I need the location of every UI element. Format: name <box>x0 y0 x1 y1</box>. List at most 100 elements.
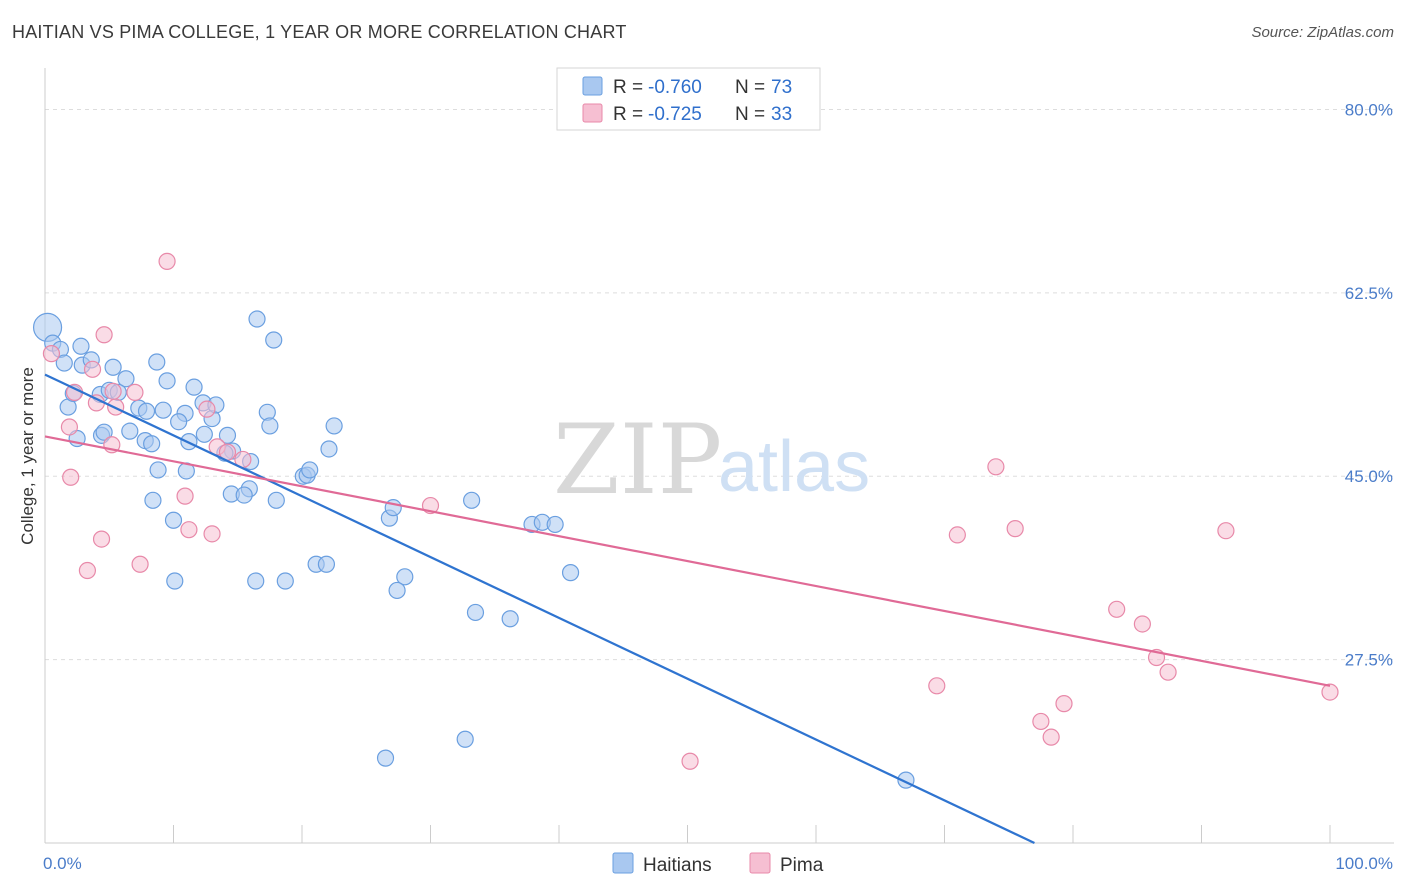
watermark-zip: ZIP <box>553 404 722 516</box>
legend-haitians-r-label: R = <box>613 77 643 98</box>
haitians-point-63 <box>388 581 406 600</box>
bottom-legend-pima-label: Pima <box>780 855 824 876</box>
legend-haitians-swatch <box>582 76 603 96</box>
pima-point-28 <box>1133 615 1151 633</box>
haitians-point-23 <box>121 422 139 440</box>
pima-point-15 <box>176 487 194 505</box>
legend-pima-n-label: N = <box>735 104 765 125</box>
haitians-point-28 <box>195 425 213 443</box>
haitians-point-62 <box>396 568 414 586</box>
legend-pima-r-value: -0.725 <box>648 104 702 125</box>
haitians-point-50 <box>164 511 183 529</box>
haitians-point-36 <box>261 417 279 435</box>
haitians-point-64 <box>561 564 580 582</box>
haitians-point-34 <box>265 331 283 349</box>
pima-point-24 <box>948 526 966 544</box>
pima-point-10 <box>126 383 144 401</box>
haitians-point-37 <box>325 417 343 435</box>
haitians-point-49 <box>144 491 162 509</box>
pima-point-20 <box>131 555 149 573</box>
pima-point-0 <box>42 345 61 363</box>
bottom-legend-haitians-label: Haitians <box>643 855 712 876</box>
pima-point-34 <box>1042 728 1060 746</box>
pima-point-25 <box>1006 520 1024 538</box>
legend-haitians-r-value: -0.760 <box>648 77 702 98</box>
pima-point-2 <box>95 326 113 344</box>
haitians-point-33 <box>248 310 266 328</box>
pima-point-36 <box>1321 683 1339 701</box>
haitians-point-58 <box>247 572 265 590</box>
haitians-point-7 <box>104 358 122 376</box>
haitians-point-56 <box>546 515 564 534</box>
x-tick-label-1: 100.0% <box>1335 854 1393 873</box>
grid-lines <box>45 108 1394 661</box>
y-tick-label-2: 45.0% <box>1345 467 1393 486</box>
haitians-point-71 <box>185 378 203 396</box>
haitians-point-25 <box>143 435 161 453</box>
legend-pima-r-label: R = <box>613 104 643 125</box>
pima-point-7 <box>60 418 79 436</box>
pima-point-31 <box>928 677 946 695</box>
pima-point-8 <box>62 468 80 486</box>
bottom-legend: Haitians Pima <box>612 852 824 876</box>
pima-point-26 <box>1217 522 1235 540</box>
y-tick-label-0: 80.0% <box>1345 100 1393 119</box>
chart-title: HAITIAN VS PIMA COLLEGE, 1 YEAR OR MORE … <box>12 22 627 42</box>
pima-point-30 <box>1159 663 1177 681</box>
haitians-point-32 <box>218 426 237 444</box>
haitians-point-57 <box>166 572 184 590</box>
pima-point-35 <box>681 752 699 770</box>
pima-point-12 <box>198 400 216 418</box>
haitians-point-4 <box>72 337 90 355</box>
haitians-point-3 <box>55 354 73 372</box>
haitians-point-38 <box>320 440 338 458</box>
source-label: Source: ZipAtlas.com <box>1251 24 1394 41</box>
haitians-point-67 <box>456 730 474 748</box>
y-tick-label-1: 62.5% <box>1345 284 1393 303</box>
haitians-point-10 <box>158 372 176 390</box>
legend-pima-swatch <box>582 103 603 123</box>
x-tick-labels: 0.0% 100.0% <box>43 854 1393 873</box>
axes <box>44 68 1394 844</box>
haitians-point-45 <box>267 491 285 509</box>
bottom-legend-haitians-swatch <box>612 852 634 874</box>
pima-point-21 <box>78 561 97 580</box>
legend-haitians-n-label: N = <box>735 77 765 98</box>
haitians-point-65 <box>501 610 519 628</box>
haitians-point-70 <box>137 402 156 420</box>
pima-point-16 <box>203 525 221 543</box>
watermark-atlas: atlas <box>718 427 870 507</box>
haitians-point-9 <box>148 353 166 371</box>
legend-haitians-n-value: 73 <box>771 77 792 98</box>
haitians-trend-line <box>44 373 1035 844</box>
legend-box: R = -0.760 N = 73 R = -0.725 N = 33 <box>556 67 821 131</box>
y-tick-label-3: 27.5% <box>1345 651 1393 670</box>
haitians-point-59 <box>276 572 294 590</box>
haitians-point-61 <box>317 555 336 573</box>
pima-point-23 <box>987 458 1005 476</box>
bottom-legend-pima-swatch <box>749 852 771 874</box>
haitians-point-17 <box>154 401 172 419</box>
haitians-point-8 <box>117 370 135 388</box>
haitians-point-53 <box>463 491 481 509</box>
pima-point-19 <box>92 530 111 548</box>
pima-point-27 <box>1108 600 1126 618</box>
haitians-point-68 <box>376 749 395 767</box>
haitians-point-26 <box>170 413 188 431</box>
y-axis-label: College, 1 year or more <box>18 367 37 545</box>
pima-point-4 <box>83 360 102 378</box>
y-tick-labels: 80.0% 62.5% 45.0% 27.5% <box>1345 100 1393 669</box>
pima-point-18 <box>180 521 198 539</box>
legend-pima-n-value: 33 <box>771 104 792 125</box>
pima-point-11 <box>158 252 176 270</box>
pima-point-32 <box>1055 695 1073 713</box>
haitians-point-44 <box>235 486 253 504</box>
pima-point-5 <box>104 382 122 400</box>
x-tick-label-0: 0.0% <box>43 854 82 873</box>
pima-point-33 <box>1032 712 1050 731</box>
haitians-point-48 <box>301 461 319 479</box>
haitians-point-40 <box>149 461 167 479</box>
haitians-series <box>32 310 915 789</box>
pima-trend-line <box>44 435 1331 687</box>
